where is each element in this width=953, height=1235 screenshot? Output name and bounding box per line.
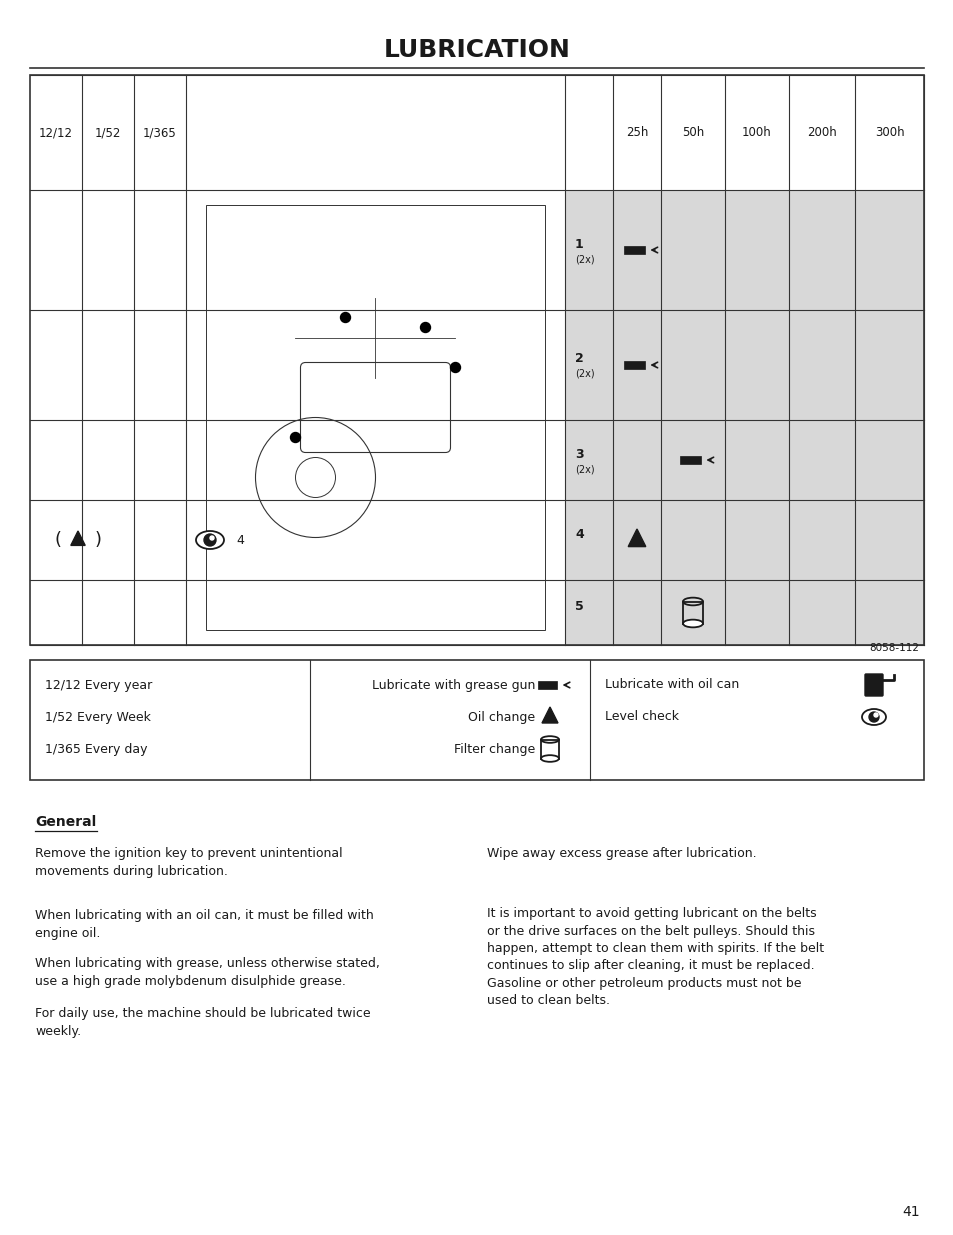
Text: (2x): (2x) [575, 369, 594, 379]
Polygon shape [71, 531, 85, 546]
Bar [564, 190, 923, 310]
Text: 41: 41 [902, 1205, 919, 1219]
Text: 200h: 200h [806, 126, 836, 140]
Ellipse shape [862, 709, 885, 725]
Bar [30, 659, 923, 781]
Text: (: ( [54, 531, 61, 550]
Bar [564, 500, 923, 580]
Bar [537, 680, 557, 689]
Circle shape [420, 322, 430, 332]
Bar [30, 75, 923, 645]
FancyBboxPatch shape [864, 674, 882, 697]
Text: 5: 5 [575, 600, 583, 613]
Text: LUBRICATION: LUBRICATION [383, 38, 570, 62]
Text: 1/365 Every day: 1/365 Every day [45, 742, 148, 756]
Circle shape [868, 713, 878, 722]
Text: 8058-112: 8058-112 [868, 643, 918, 653]
Text: 1/52 Every Week: 1/52 Every Week [45, 710, 151, 724]
Text: 100h: 100h [741, 126, 771, 140]
Circle shape [873, 713, 877, 718]
Text: When lubricating with grease, unless otherwise stated,
use a high grade molybden: When lubricating with grease, unless oth… [35, 957, 379, 988]
Text: 1/52: 1/52 [94, 126, 121, 140]
Ellipse shape [195, 531, 224, 550]
Text: 12/12: 12/12 [39, 126, 73, 140]
Ellipse shape [540, 755, 558, 762]
Text: 4: 4 [575, 527, 583, 541]
Bar [679, 456, 700, 464]
Text: 1: 1 [575, 237, 583, 251]
Circle shape [204, 534, 215, 546]
Text: (2x): (2x) [575, 464, 594, 474]
Text: Wipe away excess grease after lubrication.: Wipe away excess grease after lubricatio… [486, 847, 756, 860]
Bar [623, 246, 644, 254]
Bar [682, 601, 702, 624]
Bar [564, 580, 923, 645]
Text: For daily use, the machine should be lubricated twice
weekly.: For daily use, the machine should be lub… [35, 1007, 370, 1037]
Polygon shape [627, 529, 645, 547]
Polygon shape [541, 706, 558, 722]
Circle shape [450, 363, 460, 373]
Bar [540, 740, 558, 758]
Text: 4: 4 [235, 534, 244, 547]
Circle shape [210, 536, 213, 540]
Text: 300h: 300h [874, 126, 903, 140]
Text: 2: 2 [575, 352, 583, 366]
Text: 50h: 50h [681, 126, 703, 140]
Circle shape [340, 312, 350, 322]
Text: 12/12 Every year: 12/12 Every year [45, 678, 152, 692]
Text: General: General [35, 815, 96, 829]
Circle shape [291, 432, 300, 442]
Bar [564, 420, 923, 500]
Text: (2x): (2x) [575, 254, 594, 264]
Text: It is important to avoid getting lubricant on the belts
or the drive surfaces on: It is important to avoid getting lubrica… [486, 906, 823, 1008]
Text: Lubricate with oil can: Lubricate with oil can [604, 678, 739, 692]
Bar [623, 361, 644, 369]
Text: Filter change: Filter change [454, 742, 535, 756]
Text: 1/365: 1/365 [143, 126, 176, 140]
Bar [564, 310, 923, 420]
Text: 25h: 25h [625, 126, 647, 140]
Text: Lubricate with grease gun: Lubricate with grease gun [372, 678, 535, 692]
Bar [206, 205, 544, 630]
Text: Level check: Level check [604, 710, 679, 724]
Text: Oil change: Oil change [467, 710, 535, 724]
Text: When lubricating with an oil can, it must be filled with
engine oil.: When lubricating with an oil can, it mus… [35, 909, 374, 940]
Text: 3: 3 [575, 447, 583, 461]
Ellipse shape [682, 620, 702, 627]
Text: Remove the ignition key to prevent unintentional
movements during lubrication.: Remove the ignition key to prevent unint… [35, 847, 342, 878]
Text: ): ) [94, 531, 101, 550]
